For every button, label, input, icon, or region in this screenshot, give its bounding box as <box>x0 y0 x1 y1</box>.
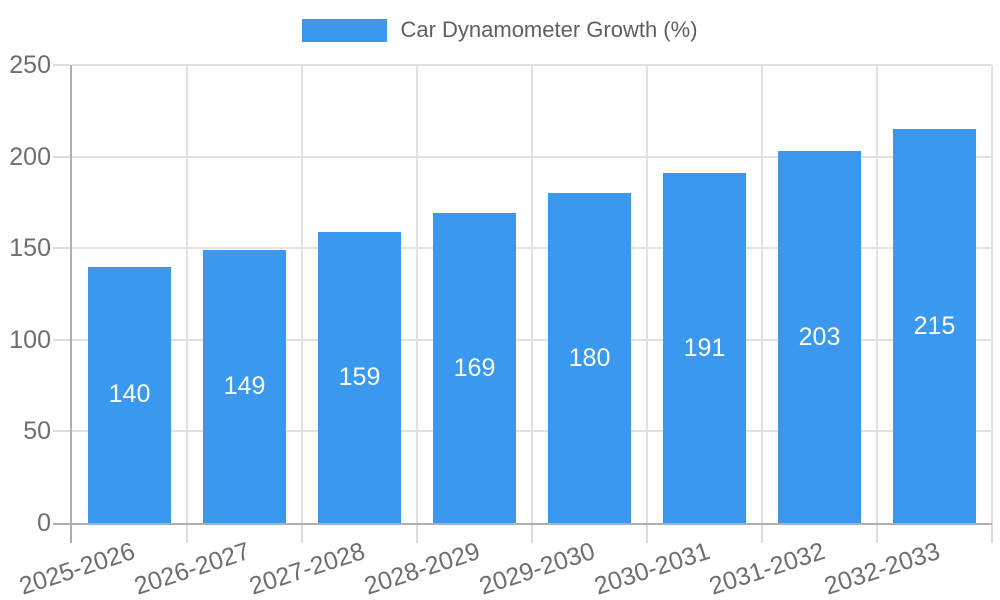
x-gridline <box>876 65 878 523</box>
y-tick <box>53 247 70 250</box>
bar: 180 <box>548 193 631 523</box>
x-tick <box>646 523 648 543</box>
bar-value-label: 191 <box>683 333 726 362</box>
legend-item[interactable]: Car Dynamometer Growth (%) <box>302 17 698 43</box>
x-tick <box>301 523 303 543</box>
x-gridline <box>761 65 763 523</box>
y-tick <box>53 64 70 66</box>
y-tick-label: 250 <box>9 51 51 79</box>
y-tick-label: 200 <box>9 142 51 171</box>
chart-legend: Car Dynamometer Growth (%) <box>0 17 1000 43</box>
x-gridline <box>646 65 648 523</box>
y-tick-label: 100 <box>9 325 51 354</box>
x-tick <box>186 523 188 543</box>
x-axis-line <box>53 523 992 525</box>
y-tick <box>53 430 70 433</box>
bar-value-label: 140 <box>108 380 151 409</box>
legend-swatch-icon <box>302 18 388 42</box>
y-tick-label: 0 <box>37 509 51 537</box>
y-axis-line <box>70 65 72 525</box>
bar-value-label: 159 <box>338 362 381 391</box>
bar: 149 <box>203 250 286 523</box>
y-tick <box>53 155 70 158</box>
bar-value-label: 149 <box>223 372 266 401</box>
y-tick-label: 150 <box>9 234 51 263</box>
x-tick <box>531 523 533 543</box>
x-gridline <box>301 65 303 523</box>
bar: 215 <box>893 129 976 523</box>
bar-value-label: 180 <box>568 343 611 372</box>
x-gridline <box>416 65 418 523</box>
x-tick <box>416 523 418 543</box>
bar: 140 <box>88 266 171 523</box>
x-gridline <box>531 65 533 523</box>
bar-value-label: 169 <box>453 353 496 382</box>
bar: 191 <box>663 173 746 523</box>
x-gridline <box>991 65 993 523</box>
x-tick <box>761 523 763 543</box>
bar-value-label: 203 <box>798 322 841 351</box>
bar: 169 <box>433 213 516 523</box>
plot-area: 0 50 100 150 200 250 140 149 159 169 180 191 203 215 2… <box>9 52 993 600</box>
legend-label: Car Dynamometer Growth (%) <box>400 17 698 42</box>
bar-value-label: 215 <box>913 311 956 340</box>
x-gridline <box>186 65 188 523</box>
x-tick <box>991 523 993 543</box>
x-tick <box>876 523 878 543</box>
y-tick-label: 50 <box>23 417 51 446</box>
bar: 203 <box>778 151 861 523</box>
bar: 159 <box>318 231 401 523</box>
y-tick <box>53 338 70 341</box>
x-tick <box>70 523 72 543</box>
